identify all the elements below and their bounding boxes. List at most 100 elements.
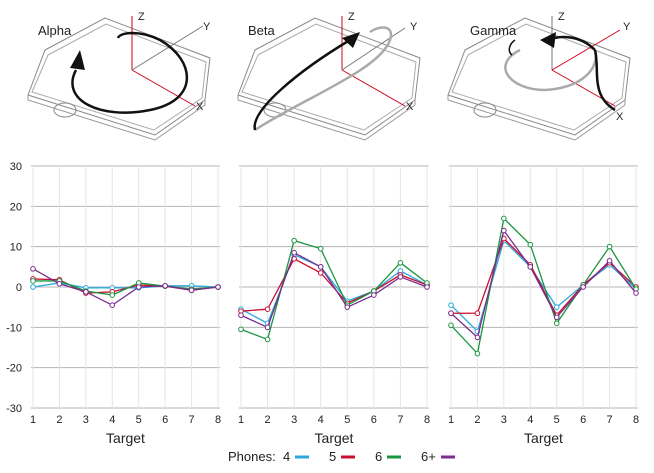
axis-label-z: Z xyxy=(138,11,145,23)
x-axis-label: Target xyxy=(106,430,145,446)
series-line-5 xyxy=(451,237,637,317)
x-tick-label: 5 xyxy=(344,414,350,426)
x-tick-label: 4 xyxy=(318,414,324,426)
axis-label-x: X xyxy=(406,101,414,113)
x-tick-label: 4 xyxy=(527,414,533,426)
x-tick-label: 5 xyxy=(554,414,560,426)
illustration-alpha: Alpha Z Y X xyxy=(27,11,211,141)
x-tick-label: 2 xyxy=(56,414,62,426)
rotation-path-back xyxy=(504,48,598,92)
data-point xyxy=(317,245,324,252)
illustration-beta: Beta Z Y X xyxy=(237,11,421,141)
illustration-gamma: Gamma Z Y X xyxy=(447,11,631,141)
data-point xyxy=(215,284,221,290)
data-point xyxy=(264,306,271,312)
x-tick-label: 6 xyxy=(162,414,168,426)
data-point xyxy=(238,312,244,319)
illustration-title: Alpha xyxy=(38,23,72,38)
legend-title: Phones: xyxy=(228,449,276,464)
series-line-6 xyxy=(240,239,428,341)
data-point xyxy=(501,215,507,222)
x-tick-label: 1 xyxy=(238,414,244,426)
data-point xyxy=(30,278,36,284)
x-tick-label: 7 xyxy=(397,414,403,426)
series-line-6+ xyxy=(240,251,428,329)
x-tick-label: 7 xyxy=(189,414,195,426)
legend-label: 4 xyxy=(283,449,290,464)
series-line-6 xyxy=(33,280,219,296)
data-point xyxy=(474,350,481,357)
rotation-arrow xyxy=(253,38,351,131)
x-tick-label: 5 xyxy=(136,414,142,426)
x-tick-label: 2 xyxy=(265,414,271,426)
series-line-4 xyxy=(450,239,637,333)
data-point xyxy=(109,292,116,298)
x-tick-label: 7 xyxy=(607,414,613,426)
data-point xyxy=(424,284,430,290)
data-point xyxy=(448,310,454,317)
series-line-6+ xyxy=(32,268,219,306)
axis-lines xyxy=(131,16,204,107)
data-point xyxy=(30,266,36,272)
data-point xyxy=(344,304,351,310)
data-point xyxy=(527,264,534,270)
x-tick-label: 2 xyxy=(474,414,480,426)
phone-outline xyxy=(447,17,631,141)
phone-outline xyxy=(27,17,211,141)
data-point xyxy=(553,304,560,310)
data-point xyxy=(501,227,507,234)
axis-lines xyxy=(551,16,621,107)
y-tick-label: -10 xyxy=(6,322,22,334)
x-tick-label: 3 xyxy=(291,414,297,426)
data-point xyxy=(580,284,586,290)
x-tick-label: 1 xyxy=(448,414,454,426)
x-tick-label: 8 xyxy=(424,414,430,426)
x-tick-label: 4 xyxy=(109,414,115,426)
x-tick-label: 8 xyxy=(633,414,639,426)
y-tick-label: 20 xyxy=(10,201,22,213)
rotation-path-back xyxy=(254,26,393,132)
x-axis-label: Target xyxy=(524,430,563,446)
series-line-6 xyxy=(450,217,637,355)
data-point xyxy=(448,322,454,329)
rotation-arrowhead xyxy=(540,32,556,48)
legend: Phones: 4 5 6 6+ xyxy=(228,449,455,464)
chart-panel-0: 30 20 10 0 -10 -20 -30 1 2 3 4 5 6 7 8 Target xyxy=(6,161,221,446)
axis-label-z: Z xyxy=(558,11,565,23)
x-tick-label: 6 xyxy=(580,414,586,426)
data-point xyxy=(162,282,168,289)
data-point xyxy=(56,280,63,287)
data-point xyxy=(606,257,613,264)
x-tick-label: 1 xyxy=(30,414,36,426)
data-point xyxy=(448,302,454,308)
data-point xyxy=(606,243,613,250)
illustration-title: Beta xyxy=(248,23,276,38)
data-point xyxy=(397,260,404,266)
data-point xyxy=(264,324,271,331)
x-tick-label: 8 xyxy=(215,414,221,426)
data-point xyxy=(474,310,481,317)
data-point xyxy=(317,270,324,276)
data-point xyxy=(633,290,639,296)
axis-label-z: Z xyxy=(348,11,355,23)
data-point xyxy=(238,326,244,333)
series-line-6+ xyxy=(450,229,637,339)
axis-label-x: X xyxy=(196,101,204,113)
x-tick-label: 3 xyxy=(83,414,89,426)
data-point xyxy=(135,284,142,290)
data-point xyxy=(371,292,377,298)
x-tick-label: 3 xyxy=(501,414,507,426)
rotation-arrowhead xyxy=(70,50,85,70)
chart-panel-1: 1 2 3 4 5 6 7 8 Target xyxy=(238,165,430,446)
chart-panel-2: 1 2 3 4 5 6 7 8 Target xyxy=(448,165,639,446)
y-tick-label: -20 xyxy=(6,363,22,375)
data-point xyxy=(553,320,560,327)
data-point xyxy=(553,314,560,321)
y-tick-label: 10 xyxy=(10,242,22,254)
data-point xyxy=(109,302,116,308)
data-point xyxy=(30,284,36,290)
data-point xyxy=(474,334,481,341)
y-tick-label: 0 xyxy=(16,282,22,294)
data-point xyxy=(83,289,89,295)
